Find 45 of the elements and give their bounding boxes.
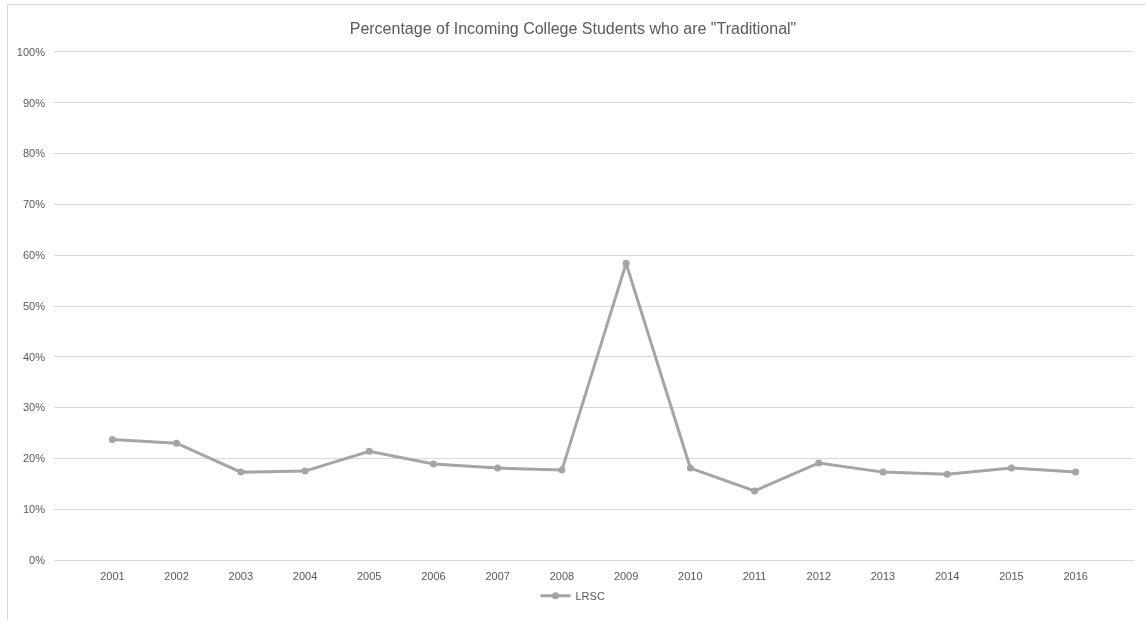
point xyxy=(622,259,630,267)
y-tick-label: 0% xyxy=(29,553,46,566)
y-tick-label: 20% xyxy=(22,452,46,465)
x-tick-label: 2012 xyxy=(806,570,831,583)
y-tick-label: 10% xyxy=(22,503,46,516)
x-tick-label: 2002 xyxy=(164,570,189,583)
y-tick-label: 40% xyxy=(22,350,46,363)
x-tick-label: 2016 xyxy=(1063,570,1088,583)
point xyxy=(751,487,759,495)
x-tick-label: 2008 xyxy=(549,570,575,583)
point xyxy=(173,439,181,447)
y-tick-label: 60% xyxy=(22,249,46,262)
point xyxy=(108,436,116,444)
legend-label: LRSC xyxy=(575,590,605,603)
point xyxy=(815,459,823,467)
point xyxy=(301,467,309,475)
point xyxy=(1072,468,1080,476)
x-tick-label: 2015 xyxy=(999,570,1024,583)
point xyxy=(558,466,566,474)
point xyxy=(1007,464,1015,472)
x-tick-label: 2007 xyxy=(485,570,510,583)
x-tick-label: 2013 xyxy=(870,570,896,583)
x-tick-label: 2003 xyxy=(228,570,254,583)
x-tick-label: 2005 xyxy=(357,570,382,583)
point xyxy=(237,468,245,476)
y-tick-label: 90% xyxy=(22,96,46,109)
x-tick-label: 2001 xyxy=(100,570,125,583)
x-tick-label: 2006 xyxy=(421,570,446,583)
y-tick-label: 70% xyxy=(22,198,46,211)
y-tick-label: 80% xyxy=(22,147,46,160)
x-tick-label: 2014 xyxy=(934,570,960,583)
point xyxy=(686,464,694,472)
point xyxy=(879,468,887,476)
y-tick-label: 100% xyxy=(16,45,46,58)
x-tick-label: 2010 xyxy=(678,570,703,583)
chart-title: Percentage of Incoming College Students who are "Traditional" xyxy=(349,19,797,37)
x-tick-label: 2009 xyxy=(613,570,639,583)
x-tick-label: 2004 xyxy=(292,570,318,583)
y-tick-label: 50% xyxy=(22,299,46,312)
point xyxy=(494,464,502,472)
point xyxy=(943,470,951,478)
y-tick-label: 30% xyxy=(22,401,46,414)
point xyxy=(429,460,437,468)
point xyxy=(365,447,373,455)
x-tick-label: 2011 xyxy=(742,570,767,583)
